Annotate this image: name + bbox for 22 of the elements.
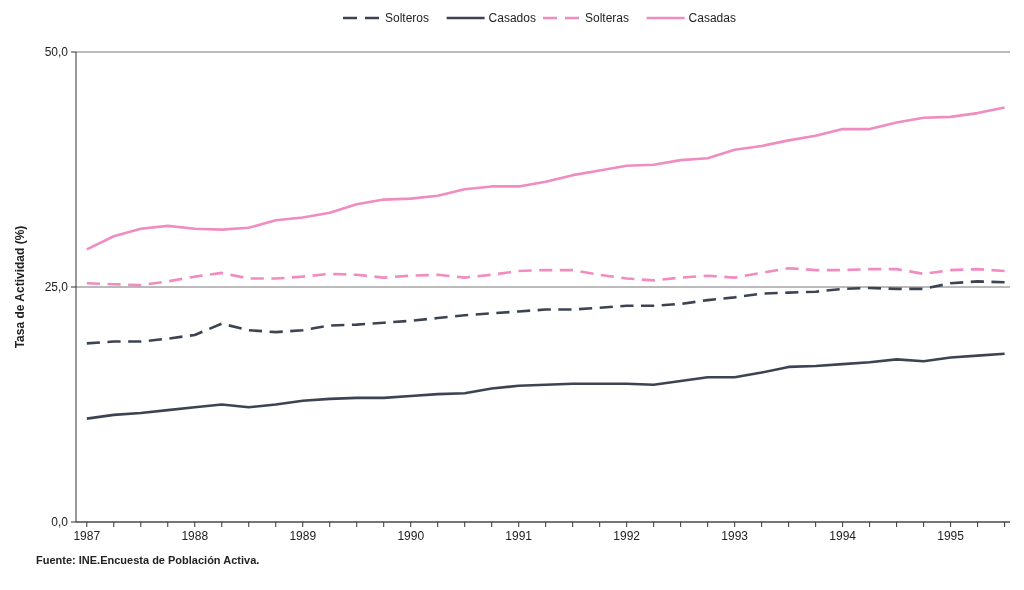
y-axis-title: Tasa de Actividad (%) bbox=[13, 225, 27, 349]
x-tick-label: 1988 bbox=[181, 529, 209, 543]
x-tick-label: 1991 bbox=[505, 529, 533, 543]
y-tick-label: 50,0 bbox=[44, 45, 69, 60]
legend-label: Casados bbox=[488, 11, 536, 25]
y-tick-label: 25,0 bbox=[44, 280, 69, 295]
x-tick-label: 1995 bbox=[937, 529, 965, 543]
line-series bbox=[85, 106, 1006, 251]
line-series bbox=[85, 266, 1006, 287]
x-tick-label: 1990 bbox=[397, 529, 425, 543]
x-tick-label: 1989 bbox=[289, 529, 317, 543]
x-tick-label: 1987 bbox=[73, 529, 101, 543]
legend-label: Solteras bbox=[585, 11, 630, 25]
line-series bbox=[85, 352, 1006, 420]
legend-label: Casadas bbox=[688, 11, 736, 25]
source-note: Fuente: INE.Encuesta de Población Activa. bbox=[36, 554, 260, 566]
x-tick-label: 1994 bbox=[829, 529, 857, 543]
legend-label: Solteros bbox=[385, 11, 430, 25]
line-series bbox=[85, 280, 1006, 345]
y-tick-label: 0,0 bbox=[51, 515, 69, 530]
x-tick-label: 1992 bbox=[613, 529, 641, 543]
x-tick-label: 1993 bbox=[721, 529, 749, 543]
